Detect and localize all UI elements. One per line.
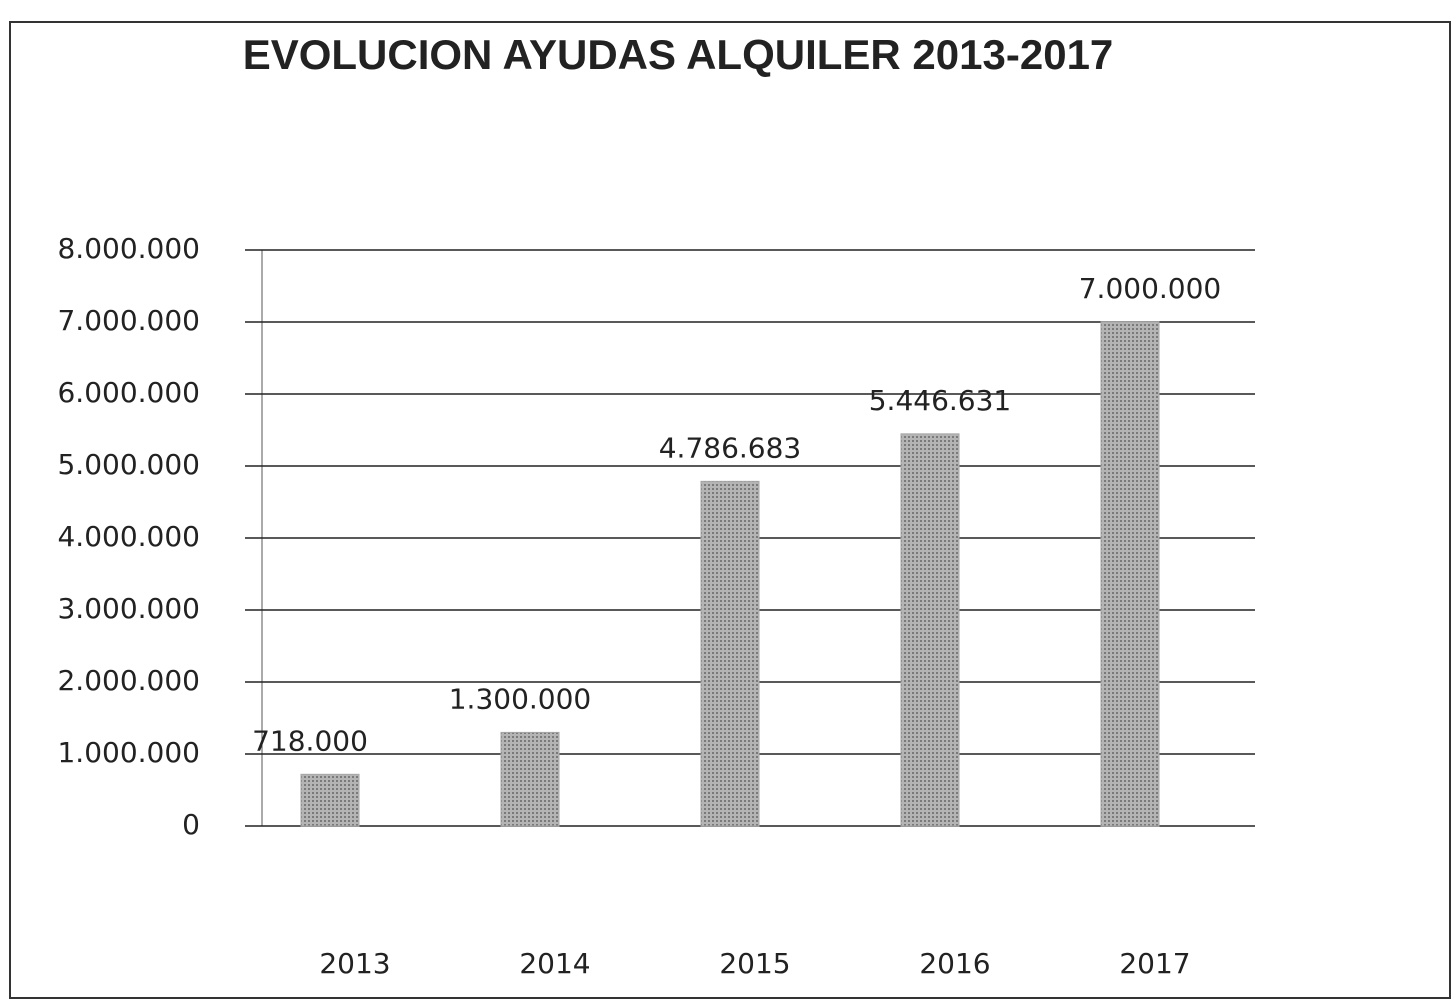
bar	[1100, 321, 1160, 827]
x-tick-label: 2017	[1119, 947, 1190, 980]
y-tick-label: 8.000.000	[57, 232, 200, 265]
data-label: 718.000	[252, 724, 368, 757]
bar	[700, 480, 760, 827]
y-tick-label: 3.000.000	[57, 592, 200, 625]
x-tick-label: 2015	[719, 947, 790, 980]
bar	[300, 773, 360, 827]
data-label: 7.000.000	[1079, 272, 1222, 305]
x-tick-label: 2013	[319, 947, 390, 980]
frame	[9, 21, 1451, 999]
chart-title: EVOLUCION AYUDAS ALQUILER 2013-2017	[243, 31, 1114, 78]
y-tick-label: 2.000.000	[57, 664, 200, 697]
data-label: 5.446.631	[869, 384, 1012, 417]
data-label: 4.786.683	[659, 431, 802, 464]
bar	[900, 433, 960, 827]
y-tick-label: 4.000.000	[57, 520, 200, 553]
x-tick-label: 2016	[919, 947, 990, 980]
data-label: 1.300.000	[449, 682, 592, 715]
y-tick-label: 6.000.000	[57, 376, 200, 409]
y-tick-label: 0	[182, 808, 200, 841]
y-tick-label: 7.000.000	[57, 304, 200, 337]
y-tick-label: 5.000.000	[57, 448, 200, 481]
bar	[500, 731, 560, 827]
y-tick-label: 1.000.000	[57, 736, 200, 769]
x-tick-label: 2014	[519, 947, 590, 980]
